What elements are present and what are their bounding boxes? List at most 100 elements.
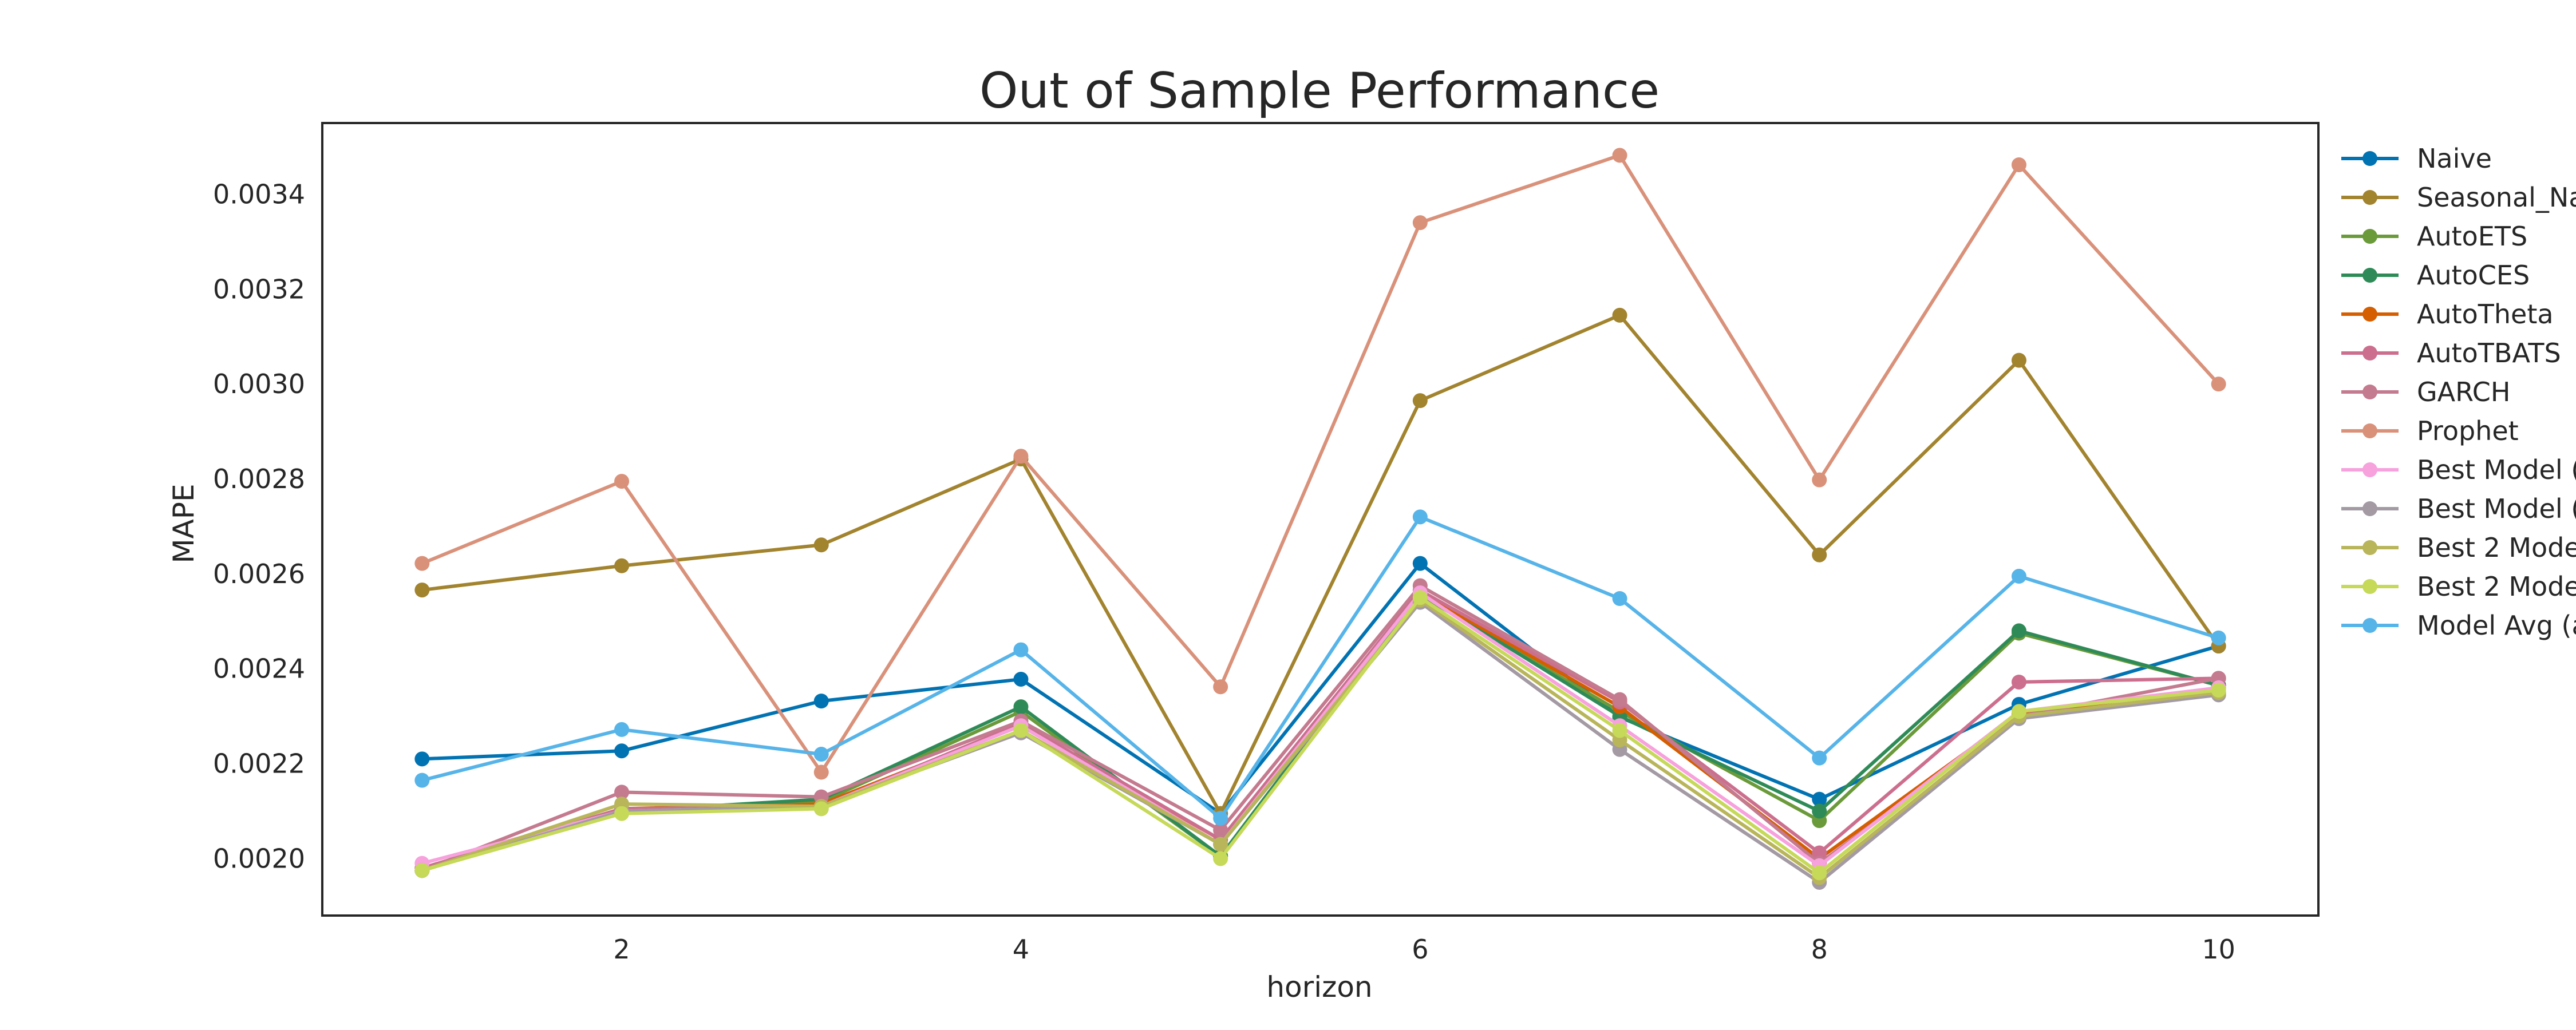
legend-marker	[2362, 307, 2377, 322]
data-point	[1412, 509, 1428, 525]
series-line	[422, 561, 2219, 815]
data-point	[2011, 704, 2026, 719]
data-point	[2011, 569, 2026, 584]
x-tick-label: 10	[2202, 934, 2235, 965]
data-point	[414, 556, 430, 571]
series-line	[421, 515, 2219, 820]
legend-entry: Model Avg (a	[2341, 610, 2576, 641]
data-point	[1612, 591, 1627, 606]
y-tick-label: 0.0022	[213, 748, 305, 779]
data-point	[1412, 590, 1428, 605]
legend: Naive Seasonal_Na AutoETS AutoCES AutoTheta A…	[2341, 143, 2576, 641]
legend-entry: AutoETS	[2341, 221, 2527, 252]
legend-label: AutoETS	[2417, 221, 2527, 252]
data-point	[2011, 674, 2026, 690]
legend-entry: AutoCES	[2341, 260, 2530, 291]
data-point	[813, 764, 829, 780]
data-point	[414, 772, 430, 788]
x-tick-label: 2	[613, 934, 630, 965]
legend-entry: AutoTBATS	[2341, 338, 2561, 369]
data-point	[2211, 683, 2226, 698]
series-layer	[414, 148, 2226, 890]
data-point	[2011, 352, 2026, 368]
y-tick-label: 0.0034	[213, 179, 305, 209]
data-point	[614, 722, 630, 737]
legend-label: Seasonal_Na	[2417, 182, 2576, 213]
data-point	[1013, 449, 1029, 464]
data-point	[1812, 803, 1827, 819]
legend-marker	[2362, 618, 2377, 633]
data-point	[1612, 148, 1627, 163]
legend-entry: Best 2 Mode	[2341, 571, 2576, 602]
legend-label: Naive	[2417, 143, 2492, 174]
y-tick-label: 0.0032	[213, 274, 305, 304]
legend-label: AutoCES	[2417, 260, 2530, 291]
legend-entry: GARCH	[2341, 377, 2511, 407]
x-tick-label: 8	[1811, 934, 1828, 965]
data-point	[614, 474, 630, 489]
data-point	[1612, 307, 1627, 323]
data-point	[414, 583, 430, 598]
legend-marker	[2362, 151, 2377, 166]
legend-label: Best Model (	[2417, 493, 2576, 524]
y-tick-label: 0.0030	[213, 369, 305, 399]
data-point	[1812, 472, 1827, 488]
data-point	[1612, 692, 1627, 707]
data-point	[1812, 791, 1827, 807]
data-point	[414, 751, 430, 767]
legend-marker	[2362, 462, 2377, 477]
data-point	[1412, 393, 1428, 409]
series-13	[414, 509, 2226, 826]
plot-area	[321, 122, 2320, 917]
x-tick-label: 6	[1412, 934, 1428, 965]
legend-entry: Best Model (	[2341, 454, 2576, 485]
x-axis-ticks: 2 4 6 8 10	[613, 934, 2235, 965]
data-point	[1412, 556, 1428, 571]
data-point	[1213, 679, 1228, 695]
data-point	[2011, 623, 2026, 639]
data-point	[1013, 671, 1029, 687]
data-point	[813, 747, 829, 762]
legend-entry: Prophet	[2341, 415, 2519, 446]
chart-title: Out of Sample Performance	[979, 62, 1660, 120]
data-point	[2011, 157, 2026, 172]
data-point	[813, 694, 829, 709]
series-line	[421, 598, 2219, 880]
y-axis-label: MAPE	[167, 484, 200, 563]
legend-entry: Best Model (	[2341, 493, 2576, 524]
x-axis-label: horizon	[1266, 970, 1372, 1004]
legend-marker	[2362, 423, 2377, 438]
legend-label: AutoTBATS	[2417, 338, 2561, 369]
legend-label: Prophet	[2417, 415, 2519, 446]
y-tick-label: 0.0020	[213, 843, 305, 874]
data-point	[414, 863, 430, 878]
legend-marker	[2362, 268, 2377, 283]
data-point	[1013, 699, 1029, 715]
legend-marker	[2362, 229, 2377, 244]
series-line	[421, 596, 2219, 875]
data-point	[614, 743, 630, 759]
legend-marker	[2362, 385, 2377, 399]
x-tick-label: 4	[1013, 934, 1029, 965]
legend-marker	[2362, 579, 2377, 594]
data-point	[1013, 723, 1029, 738]
legend-entry: Seasonal_Na	[2341, 182, 2576, 213]
data-point	[1612, 723, 1627, 738]
data-point	[614, 785, 630, 800]
series-8	[414, 148, 2226, 780]
legend-marker	[2362, 501, 2377, 516]
legend-marker	[2362, 190, 2377, 205]
series-line	[421, 313, 2221, 815]
y-tick-label: 0.0028	[213, 464, 305, 494]
data-point	[813, 801, 829, 817]
data-point	[2211, 377, 2226, 392]
data-point	[1213, 810, 1228, 826]
legend-label: Best Model (	[2417, 454, 2576, 485]
legend-label: GARCH	[2417, 377, 2511, 407]
data-point	[1812, 865, 1827, 881]
legend-entry: Best 2 Mode	[2341, 532, 2576, 563]
data-point	[1213, 851, 1228, 866]
data-point	[1812, 845, 1827, 861]
